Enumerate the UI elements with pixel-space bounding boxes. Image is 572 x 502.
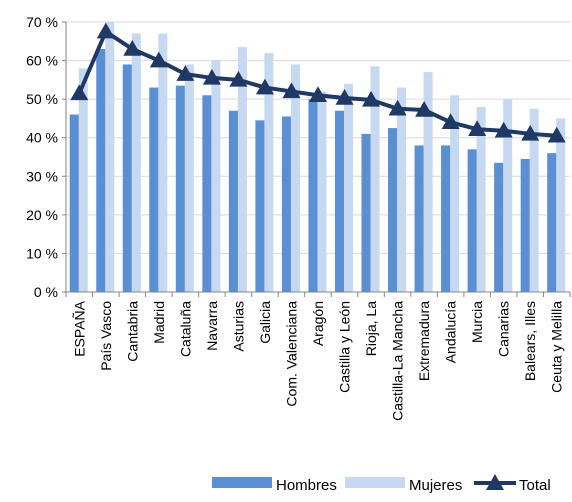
x-tick-label: Com. Valenciana <box>283 301 299 407</box>
bar-hombres <box>388 128 398 292</box>
bar-hombres <box>361 133 371 292</box>
y-tick-label: 20 % <box>26 207 58 223</box>
bar-hombres <box>414 145 424 292</box>
bar-mujeres <box>131 33 141 292</box>
bar-hombres <box>281 116 291 292</box>
marker-total <box>282 82 301 99</box>
bar-hombres <box>308 99 318 293</box>
marker-total <box>229 70 248 87</box>
legend-marker-total <box>486 474 504 490</box>
marker-total <box>335 88 354 105</box>
marker-total <box>202 68 221 85</box>
bar-mujeres <box>237 47 247 293</box>
x-tick-label: ESPAÑA <box>71 300 87 356</box>
x-tick-label: País Vasco <box>98 301 114 371</box>
bar-hombres <box>467 149 477 292</box>
axes <box>62 21 571 297</box>
y-tick-label: 40 % <box>26 130 58 146</box>
legend-swatch-hombres <box>212 477 272 488</box>
y-tick-labels: 0 % 10 % 20 % 30 % 40 % 50 % 60 % 70 % <box>26 14 58 300</box>
x-tick-label: Aragón <box>310 301 326 346</box>
x-tick-label: Navarra <box>204 301 220 351</box>
bar-hombres <box>334 110 344 292</box>
marker-total <box>309 86 327 103</box>
bar-hombres <box>69 114 79 292</box>
bar-mujeres <box>211 60 221 293</box>
marker-total <box>123 40 142 56</box>
bar-mujeres <box>476 106 486 292</box>
bar-mujeres <box>158 33 168 292</box>
legend-label-mujeres: Mujeres <box>409 477 462 494</box>
marker-total <box>255 78 274 95</box>
marker-total <box>521 124 540 141</box>
marker-total <box>415 100 434 117</box>
series-total <box>70 22 566 143</box>
x-tick-label: Castilla y León <box>337 301 353 393</box>
bar-mujeres <box>397 87 407 292</box>
marker-total <box>176 65 195 81</box>
bar-mujeres <box>556 118 566 292</box>
bar-mujeres <box>317 91 327 292</box>
bar-hombres <box>255 120 265 292</box>
marker-total <box>362 90 381 107</box>
y-tick-label: 70 % <box>26 14 58 30</box>
marker-total <box>468 120 487 136</box>
bar-mujeres <box>343 83 354 292</box>
y-tick-label: 0 % <box>34 284 58 300</box>
bar-mujeres <box>290 64 300 292</box>
legend-label-total: Total <box>519 477 551 494</box>
x-tick-label: Galicia <box>257 301 273 344</box>
marker-total <box>96 22 115 39</box>
legend: Hombres Mujeres Total <box>212 474 551 494</box>
y-tick-label: 10 % <box>26 245 58 261</box>
bar-hombres <box>96 49 106 292</box>
bar-mujeres <box>264 52 274 292</box>
marker-total <box>547 126 566 143</box>
bar-mujeres <box>370 66 380 292</box>
bar-hombres <box>547 153 557 292</box>
bar-hombres <box>149 87 159 292</box>
bar-hombres <box>520 158 530 292</box>
x-tick-label: Ceuta y Melilla <box>549 301 565 393</box>
x-tick-label: Rioja, La <box>363 301 379 356</box>
bar-mujeres <box>450 95 460 293</box>
marker-total <box>70 84 89 101</box>
bar-hombres <box>228 110 238 292</box>
x-tick-label: Extremadura <box>416 301 432 381</box>
x-tick-label: Madrid <box>151 301 167 344</box>
bar-hombres <box>175 85 185 293</box>
bar-mujeres <box>78 68 88 293</box>
bar-hombres <box>494 162 504 292</box>
y-tick-label: 60 % <box>26 53 58 69</box>
bar-hombres <box>441 145 451 292</box>
bar-mujeres <box>529 108 539 293</box>
bar-hombres <box>202 95 212 293</box>
series-mujeres <box>78 22 566 293</box>
marker-total <box>388 99 407 116</box>
legend-label-hombres: Hombres <box>276 477 337 494</box>
bar-mujeres <box>423 72 433 293</box>
marker-total <box>494 121 513 138</box>
legend-swatch-mujeres <box>345 477 405 488</box>
y-tick-label: 50 % <box>26 91 58 107</box>
x-tick-label: Canarias <box>496 301 512 357</box>
bar-mujeres <box>105 22 115 292</box>
bar-mujeres <box>503 99 513 293</box>
y-tick-label: 30 % <box>26 168 58 184</box>
marker-total <box>149 51 168 68</box>
x-tick-label: Andalucía <box>443 301 459 363</box>
series-hombres <box>69 49 557 293</box>
bar-hombres <box>122 64 132 292</box>
x-tick-labels: ESPAÑA País Vasco Cantabria Madrid Cataluña N… <box>71 300 564 421</box>
x-tick-label: Castilla-La Mancha <box>390 301 406 421</box>
bar-mujeres <box>184 64 194 292</box>
x-tick-label: Cantabria <box>124 301 140 362</box>
x-tick-label: Balears, Illes <box>522 301 538 381</box>
x-tick-label: Murcia <box>469 301 485 343</box>
x-tick-label: Cataluña <box>177 301 193 357</box>
x-tick-label: Asturias <box>230 301 246 352</box>
marker-total <box>441 113 460 130</box>
